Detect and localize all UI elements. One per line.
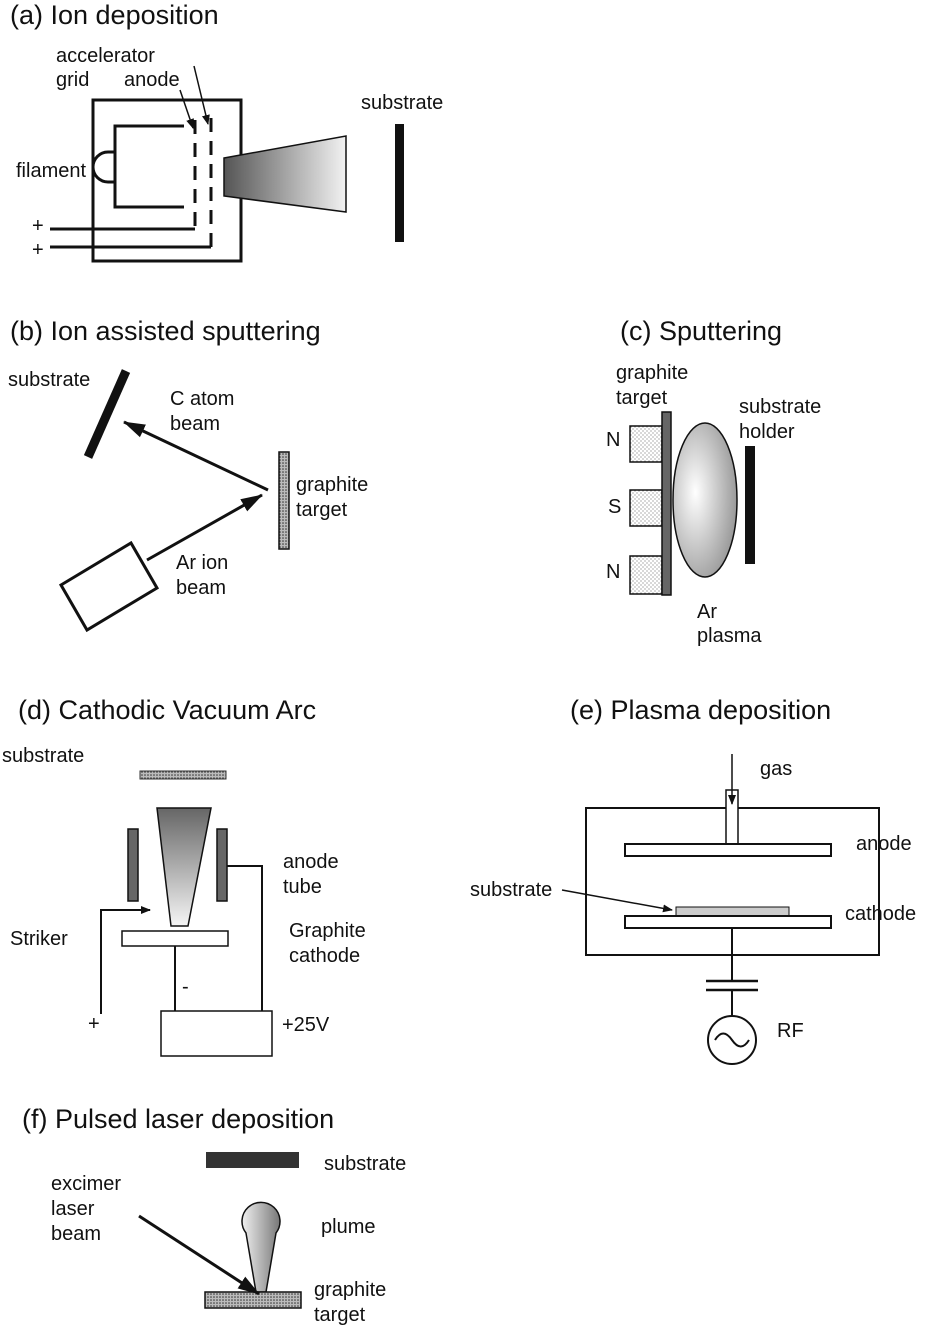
- plasma-label: plasma: [697, 625, 762, 647]
- filament-label: filament: [16, 160, 86, 182]
- ac-source-icon: [707, 1015, 757, 1065]
- plasma-beam: [156, 807, 212, 927]
- substrate-plate: [206, 1152, 299, 1168]
- anode-plate: [624, 843, 832, 857]
- graphite-cathode: [121, 930, 229, 947]
- source-electrode: [113, 124, 184, 209]
- panel-e-plasma-deposition: (e) Plasma deposition gas anode substrat…: [470, 695, 916, 1065]
- minus-label: -: [182, 976, 189, 998]
- arrow-icon: [561, 889, 673, 913]
- cathode-label: cathode: [289, 945, 360, 967]
- tube-label: tube: [283, 876, 322, 898]
- cathode-label: cathode: [845, 903, 916, 925]
- magnet-s-label: S: [608, 496, 621, 518]
- ion-beam: [223, 135, 347, 213]
- c-atom-label: C atom: [170, 388, 234, 410]
- cathode-plate: [624, 915, 832, 929]
- substrate-plate: [395, 124, 404, 242]
- magnet-icon: [629, 425, 663, 463]
- substrate-plate: [83, 369, 131, 459]
- arrow-icon: [193, 65, 210, 125]
- graphite-label: graphite: [314, 1279, 386, 1301]
- target-label: target: [616, 387, 668, 409]
- anode-label: anode: [283, 851, 339, 873]
- arrow-icon: [179, 89, 194, 129]
- graphite-target: [204, 1291, 302, 1309]
- magnet-n-label-2: N: [606, 561, 620, 583]
- target-label: target: [296, 499, 348, 521]
- anode-label: anode: [124, 69, 180, 91]
- anode-tube-left: [127, 828, 139, 902]
- beam-label: beam: [170, 413, 220, 435]
- substrate-plate: [139, 770, 227, 780]
- substrate-label: substrate: [470, 879, 552, 901]
- beam-label: beam: [176, 577, 226, 599]
- substrate-holder: [745, 446, 755, 564]
- grid-label: grid: [56, 69, 89, 91]
- excimer-label: excimer: [51, 1173, 121, 1195]
- filament: [91, 150, 115, 184]
- striker-wire: [100, 906, 151, 1014]
- beam-label: beam: [51, 1223, 101, 1245]
- gas-label: gas: [760, 758, 792, 780]
- c-atom-beam-arrow: [123, 420, 269, 492]
- graphite-label: graphite: [296, 474, 368, 496]
- panel-a-title: (a) Ion deposition: [10, 0, 219, 30]
- panel-d-cathodic-vacuum-arc: (d) Cathodic Vacuum Arc substrate anode …: [2, 695, 366, 1057]
- panel-c-sputtering: (c) Sputtering graphite target substrate…: [606, 316, 821, 647]
- graphite-label: graphite: [616, 362, 688, 384]
- ar-ion-label: Ar ion: [176, 552, 228, 574]
- graphite-label: Graphite: [289, 920, 366, 942]
- panel-c-title: (c) Sputtering: [620, 316, 782, 346]
- magnet-n-label-1: N: [606, 429, 620, 451]
- substrate-plate: [675, 906, 790, 917]
- plus-label-1: +: [32, 215, 44, 237]
- substrate-label: substrate: [8, 369, 90, 391]
- holder-label: holder: [739, 421, 795, 443]
- panel-f-pulsed-laser-deposition: (f) Pulsed laser deposition substrate ex…: [22, 1104, 406, 1326]
- plasma-plume: [241, 1201, 281, 1293]
- laser-beam-arrow: [138, 1214, 260, 1296]
- power-supply: [160, 1010, 273, 1057]
- anode-lead: [227, 865, 263, 1011]
- target-label: target: [314, 1304, 366, 1326]
- plus-label: +: [88, 1013, 100, 1035]
- ion-gun: [58, 540, 160, 633]
- ar-ion-beam-arrow: [146, 493, 263, 562]
- plus-label-2: +: [32, 239, 44, 261]
- panel-e-title: (e) Plasma deposition: [570, 695, 831, 725]
- panel-f-title: (f) Pulsed laser deposition: [22, 1104, 334, 1134]
- accelerator-label: accelerator: [56, 45, 155, 67]
- panel-d-title: (d) Cathodic Vacuum Arc: [18, 695, 316, 725]
- graphite-target: [661, 411, 672, 596]
- anode-label: anode: [856, 833, 912, 855]
- anode-tube-right: [216, 828, 228, 902]
- laser-label: laser: [51, 1198, 95, 1220]
- substrate-label: substrate: [2, 745, 84, 767]
- ar-plasma: [672, 422, 738, 578]
- striker-label: Striker: [10, 928, 68, 950]
- capacitor-icon: [706, 979, 758, 992]
- graphite-target: [278, 451, 290, 550]
- rf-label: RF: [777, 1020, 804, 1042]
- panel-a-ion-deposition: (a) Ion deposition accelerator grid anod…: [10, 0, 443, 263]
- panel-b-ion-assisted-sputtering: (b) Ion assisted sputtering substrate C …: [8, 316, 368, 633]
- substrate-label: substrate: [739, 396, 821, 418]
- plume-label: plume: [321, 1216, 375, 1238]
- panel-b-title: (b) Ion assisted sputtering: [10, 316, 321, 346]
- magnet-icon: [629, 489, 663, 527]
- substrate-label: substrate: [324, 1153, 406, 1175]
- ar-label: Ar: [697, 601, 717, 623]
- substrate-label: substrate: [361, 92, 443, 114]
- magnet-icon: [629, 555, 663, 595]
- voltage-label: +25V: [282, 1014, 330, 1036]
